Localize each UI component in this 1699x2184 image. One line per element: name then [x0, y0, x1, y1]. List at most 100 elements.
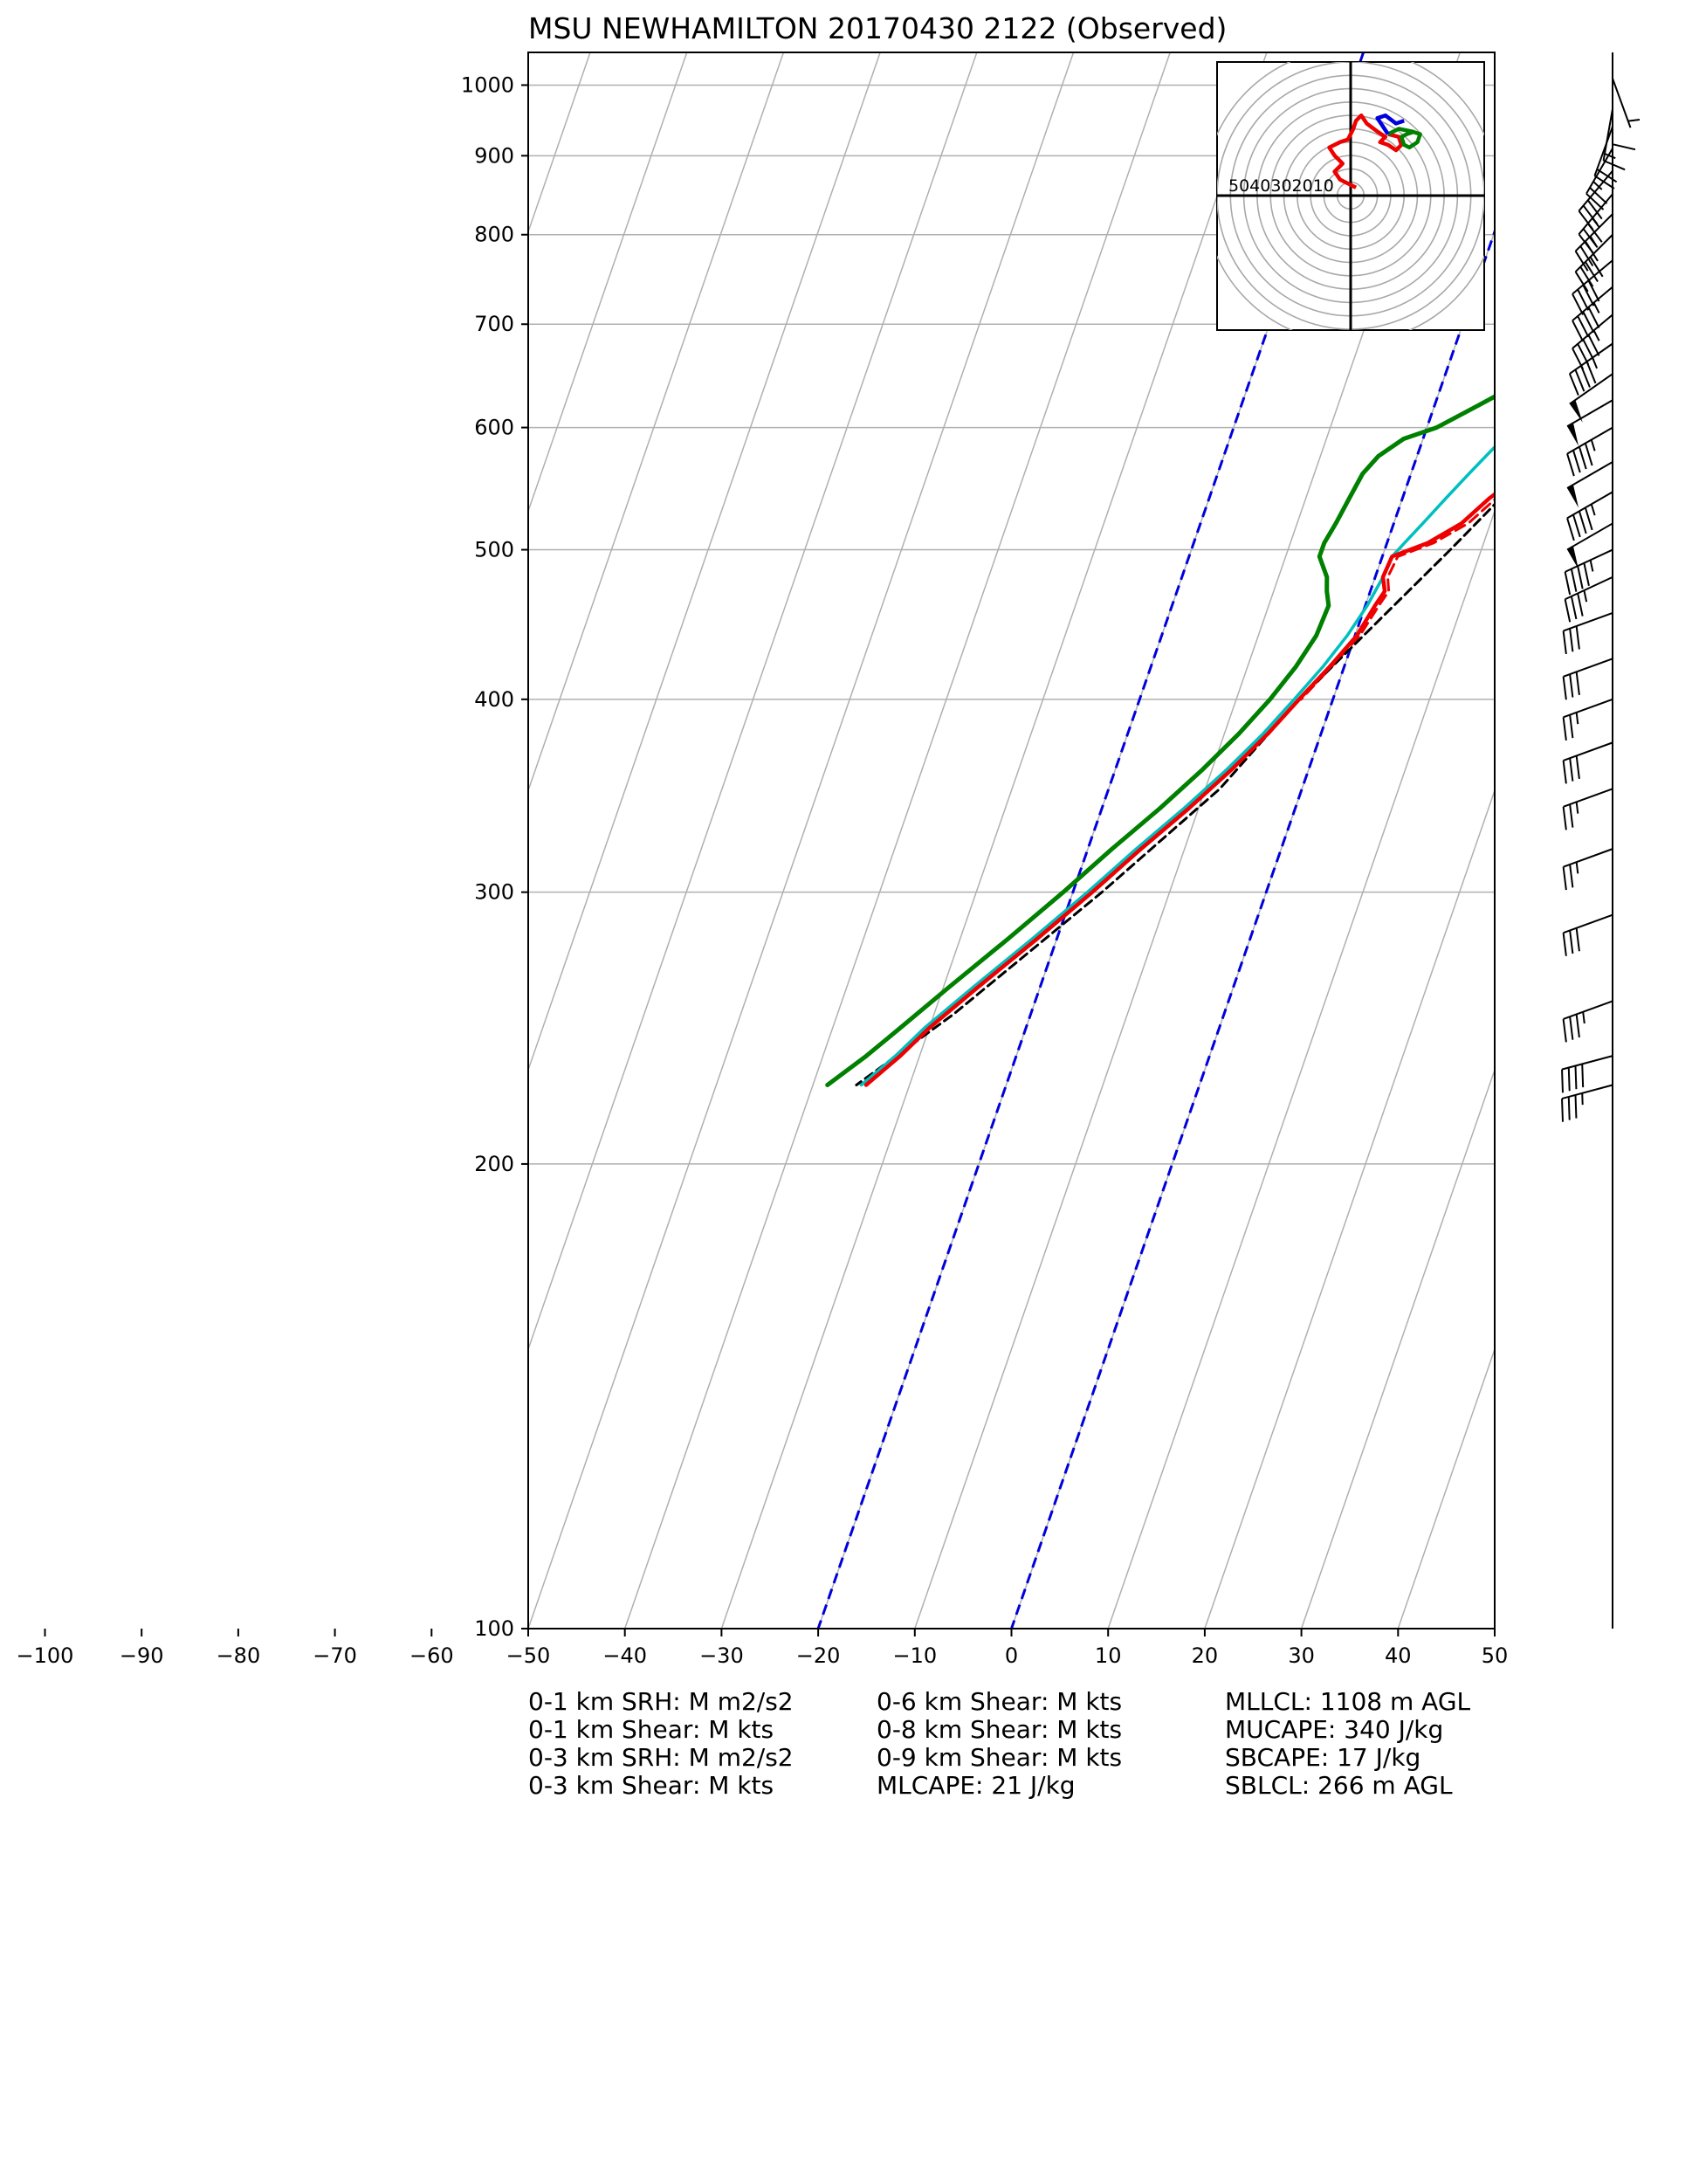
wind-barb-28	[1602, 108, 1626, 171]
isotherm--90	[528, 52, 688, 513]
wind-barb-10	[1564, 575, 1613, 623]
wind-barb-full	[1582, 311, 1595, 334]
stat-shear-0-9: 0-9 km Shear: M kts	[877, 1743, 1122, 1772]
wind-barb-full	[1586, 199, 1603, 220]
wind-barb-full	[1569, 864, 1574, 888]
series-virtual-temperature	[1299, 498, 1495, 701]
wind-barb-4	[1562, 848, 1613, 891]
wind-barb-12	[1566, 522, 1613, 569]
stat-mucape: MUCAPE: 340 J/kg	[1225, 1715, 1443, 1744]
wind-barb-full	[1574, 271, 1589, 293]
isotherm--60	[528, 52, 978, 1352]
wind-barb-full	[1578, 446, 1587, 470]
wind-barb-flag	[1567, 484, 1579, 508]
wind-barb-shaft	[1563, 658, 1613, 678]
wind-barb-half	[1589, 560, 1594, 572]
wind-barb-full	[1567, 1096, 1571, 1120]
wind-barb-full	[1603, 159, 1626, 171]
wind-barb-8	[1562, 658, 1613, 700]
wind-barb-15	[1566, 426, 1613, 477]
wind-barb-full	[1584, 443, 1593, 466]
hodograph-trace-2	[1375, 113, 1405, 135]
wind-barb-29	[1612, 92, 1636, 151]
wind-barb-full	[1561, 1069, 1564, 1093]
wind-barb-full	[1570, 596, 1578, 620]
wind-barb-full	[1569, 930, 1574, 954]
wind-barb-full	[1572, 293, 1585, 315]
wind-barb-half	[1583, 589, 1588, 603]
wind-barb-full	[1569, 758, 1574, 782]
x-tick-label-0: 0	[1005, 1643, 1018, 1668]
wind-barb-full	[1578, 511, 1587, 534]
wind-barb-shaft	[1563, 848, 1613, 868]
wind-barb-full	[1587, 307, 1600, 328]
y-tick-label-400: 400	[474, 687, 514, 712]
wind-barb-half	[1590, 439, 1596, 451]
isotherm--40	[623, 52, 1171, 1629]
wind-barb-full	[1578, 233, 1594, 254]
wind-barb-full	[1596, 168, 1618, 183]
wind-barb-half	[1575, 802, 1579, 814]
wind-barb-full	[1586, 193, 1605, 210]
wind-barb-full	[1564, 599, 1572, 623]
stat-shear-0-3: 0-3 km Shear: M kts	[528, 1771, 774, 1800]
y-tick-label-900: 900	[474, 143, 514, 168]
wind-barb-shaft	[1566, 399, 1613, 428]
grid-layer	[0, 52, 1495, 1629]
wind-barb-22	[1574, 234, 1613, 293]
y-tick-label-700: 700	[474, 312, 514, 336]
wind-barb-1	[1561, 1055, 1613, 1093]
x-tick-label-50: 50	[1482, 1643, 1509, 1668]
wind-barb-full	[1612, 143, 1636, 151]
isotherm-40	[1397, 1347, 1495, 1629]
y-tick-label-600: 600	[474, 416, 514, 440]
stat-mllcl: MLLCL: 1108 m AGL	[1225, 1687, 1471, 1716]
wind-barb-7	[1562, 698, 1613, 741]
wind-barb-shaft	[1565, 548, 1613, 573]
wind-barb-shaft	[1563, 788, 1613, 808]
x-tick-label-30: 30	[1288, 1643, 1315, 1668]
wind-barb-full	[1585, 261, 1599, 283]
series-temperature	[863, 492, 1495, 1087]
wind-barb-30	[1612, 78, 1641, 128]
wind-barb-full	[1572, 450, 1581, 473]
wind-barb-shaft	[1569, 373, 1613, 405]
wind-barbs	[1561, 52, 1641, 1629]
chart-title: MSU NEWHAMILTON 20170430 2122 (Observed)	[528, 11, 1227, 45]
wind-barb-17	[1569, 373, 1613, 423]
wind-barb-flag	[1567, 546, 1579, 569]
wind-barb-full	[1582, 228, 1599, 248]
stat-srh-0-1: 0-1 km SRH: M m2/s2	[528, 1687, 794, 1716]
wind-barb-full	[1569, 628, 1574, 652]
wind-barb-full	[1575, 1014, 1580, 1038]
wind-barb-full	[1572, 320, 1585, 342]
wind-barb-shaft	[1612, 78, 1632, 128]
x-tick-label--30: −30	[699, 1643, 744, 1668]
wind-barb-full	[1582, 284, 1595, 307]
wind-barb-shaft	[1569, 342, 1613, 375]
wind-barb-13	[1566, 491, 1613, 541]
wind-barb-shaft	[1566, 491, 1613, 520]
isotherm--80	[528, 52, 785, 793]
wind-barb-27	[1593, 126, 1618, 189]
wind-barb-shaft	[1566, 426, 1613, 455]
wind-barb-full	[1564, 571, 1572, 596]
y-tick-label-800: 800	[474, 223, 514, 247]
x-tick-label--90: −90	[120, 1643, 164, 1668]
wind-barb-full	[1562, 630, 1567, 655]
isotherm--120	[0, 52, 397, 1629]
wind-barb-shaft	[1563, 1000, 1613, 1020]
stat-sbcape: SBCAPE: 17 J/kg	[1225, 1743, 1420, 1772]
wind-barb-full	[1562, 866, 1567, 891]
wind-barb-20	[1572, 286, 1613, 342]
wind-barb-shaft	[1566, 461, 1613, 489]
y-tick-label-200: 200	[474, 1152, 514, 1176]
isotherm--130	[0, 52, 300, 1629]
wind-barb-half	[1592, 302, 1600, 313]
wind-barb-full	[1572, 348, 1585, 370]
wind-barb-18	[1568, 342, 1613, 396]
wind-barb-full	[1566, 453, 1575, 477]
x-tick-label--10: −10	[892, 1643, 937, 1668]
wind-barb-full	[1577, 593, 1584, 617]
wind-barb-full	[1583, 562, 1590, 587]
